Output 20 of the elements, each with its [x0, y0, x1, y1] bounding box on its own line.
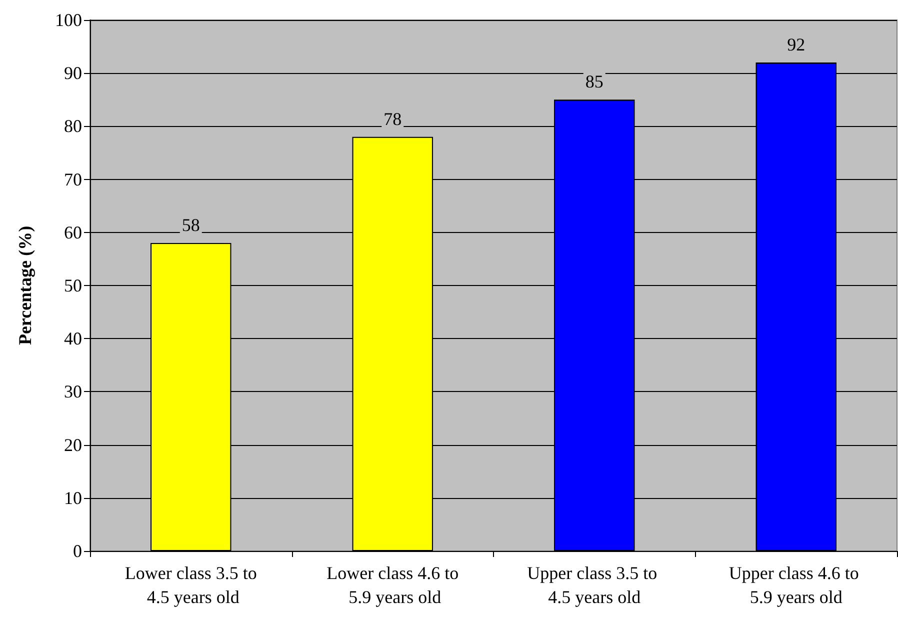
x-tick-label: Upper class 3.5 to 4.5 years old: [527, 563, 662, 607]
y-tick-label: 20: [64, 434, 82, 455]
y-axis-title: Percentage (%): [15, 226, 35, 346]
y-tick-label: 100: [55, 10, 82, 30]
data-label: 58: [182, 215, 200, 236]
data-label: 92: [787, 34, 806, 54]
x-tick-label: Lower class 3.5 to 4.5 years old: [124, 563, 257, 607]
data-label: 78: [384, 108, 402, 129]
y-tick-label: 50: [64, 276, 82, 296]
data-label: 85: [585, 72, 604, 92]
y-tick-label: 40: [64, 328, 82, 349]
y-tick-label: 90: [64, 63, 82, 84]
y-tick-label: 60: [64, 222, 82, 242]
x-tick-label: Lower class 4.6 to 5.9 years old: [326, 563, 459, 607]
y-tick-label: 70: [64, 169, 82, 190]
y-tick-label: 80: [64, 116, 82, 136]
y-tick-label: 30: [64, 382, 82, 402]
x-tick-label: Upper class 4.6 to 5.9 years old: [728, 563, 864, 607]
y-tick-label: 10: [64, 488, 82, 508]
y-tick-label: 0: [73, 541, 82, 561]
